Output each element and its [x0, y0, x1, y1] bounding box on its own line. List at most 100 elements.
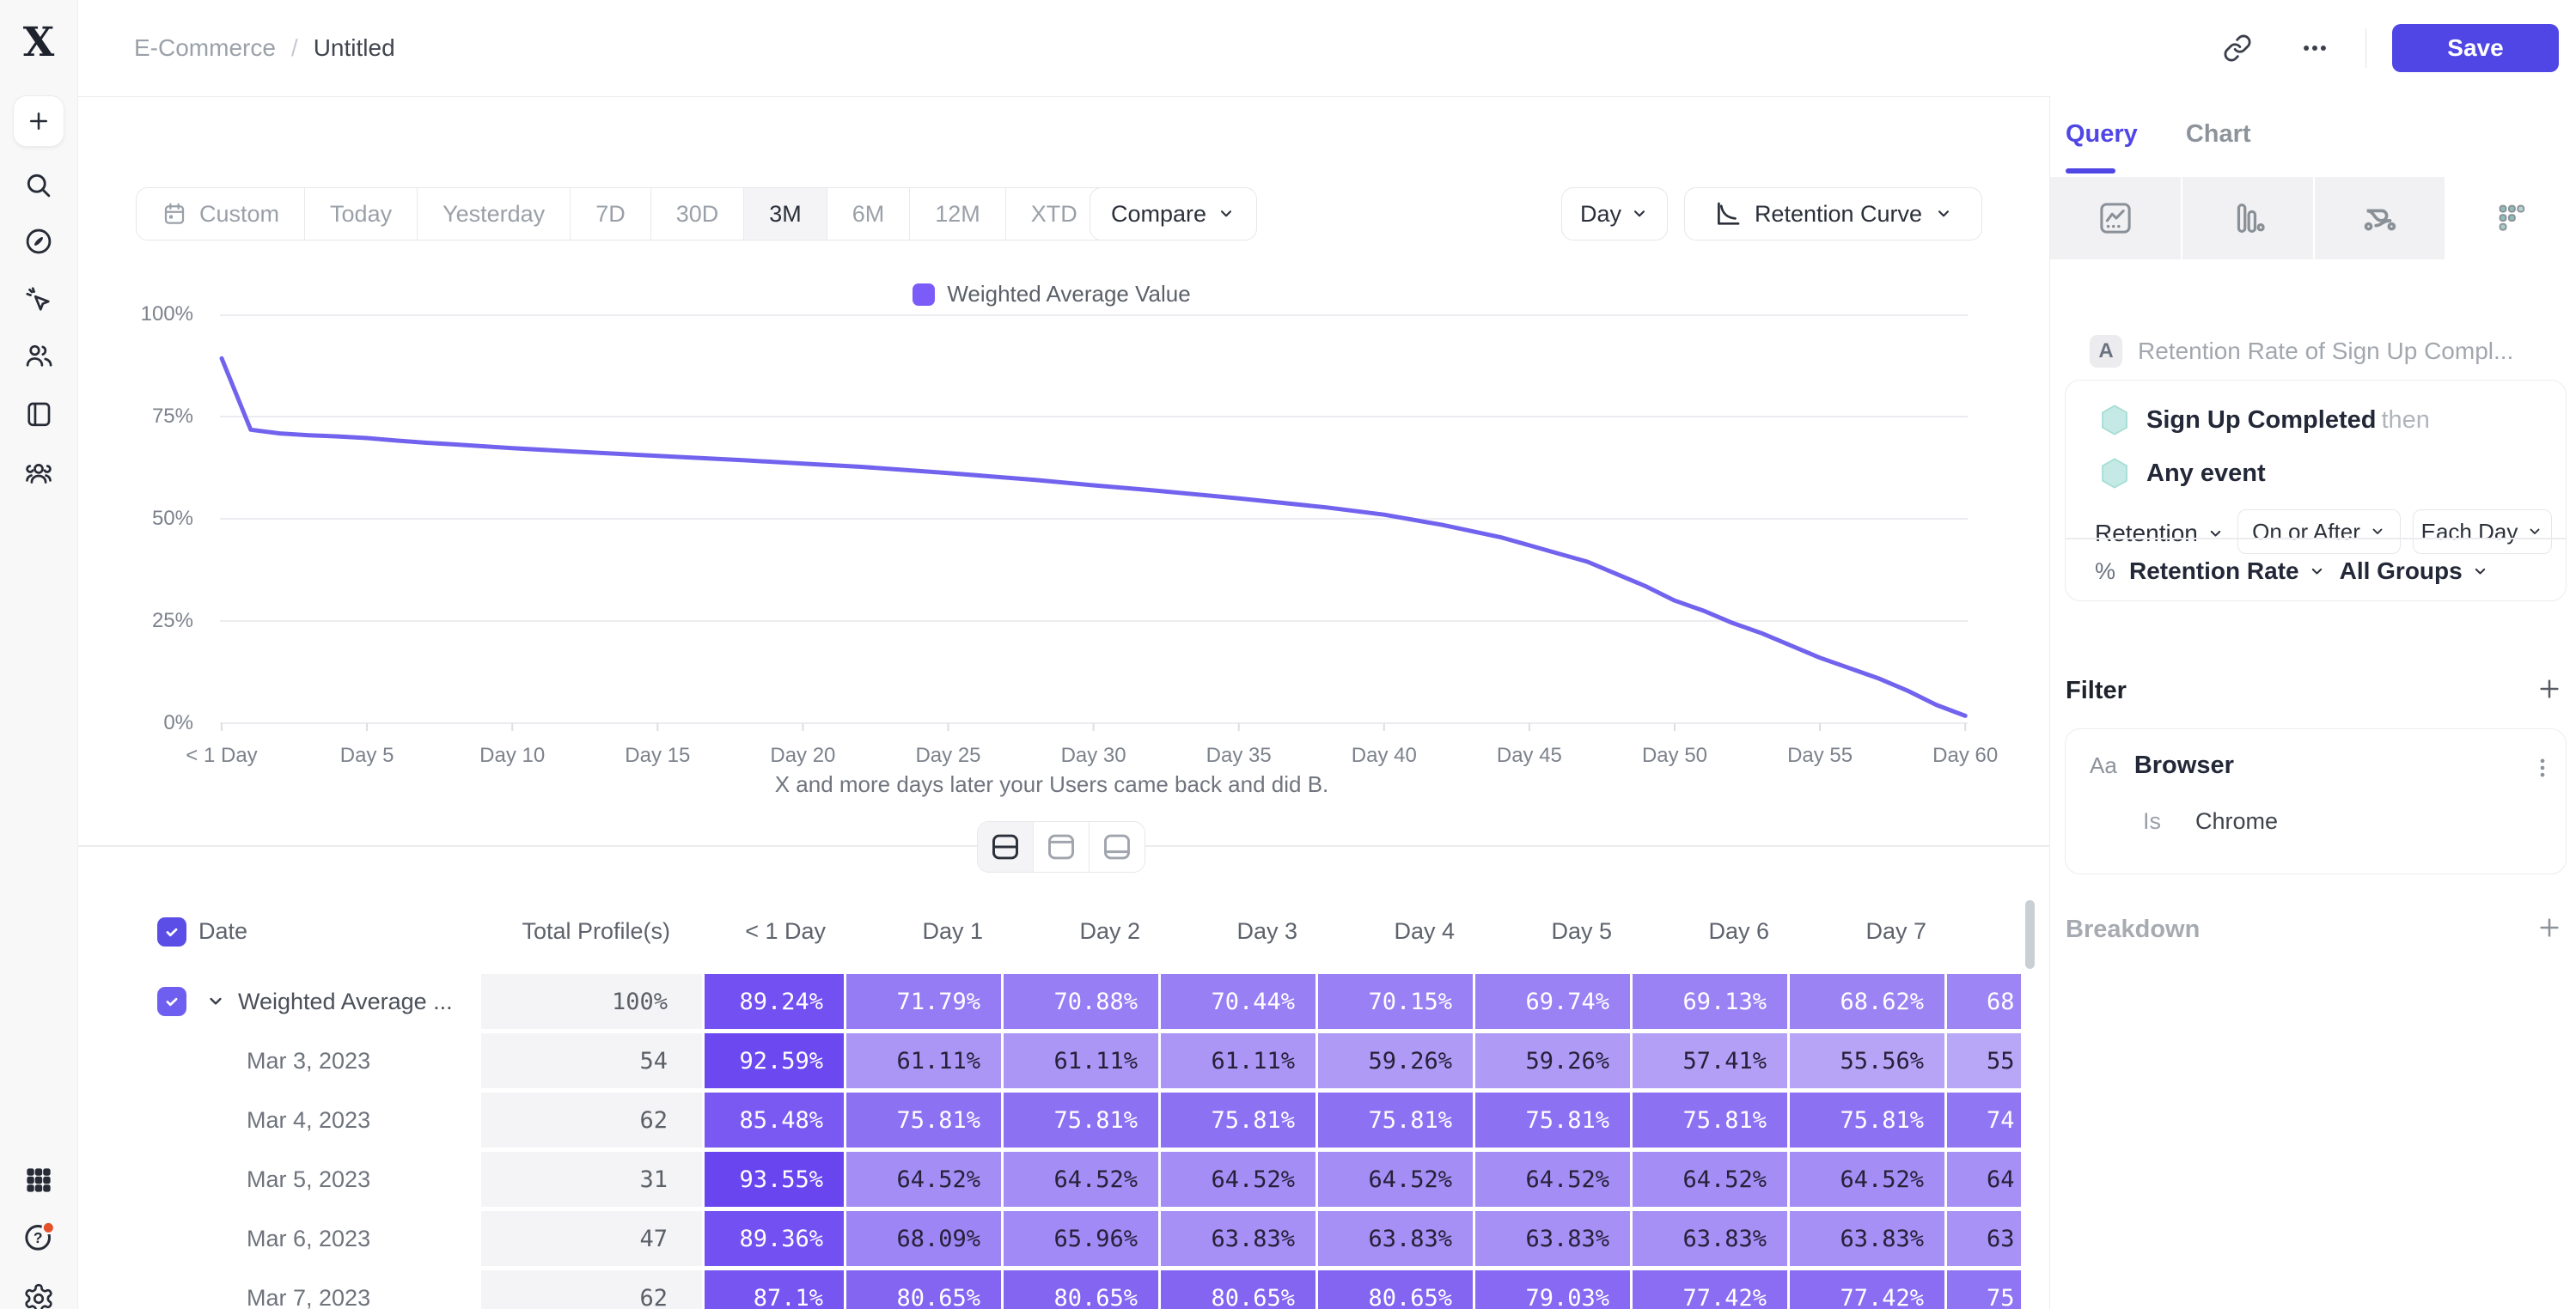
retention-cell[interactable]: 63.83%: [1790, 1211, 1947, 1266]
share-link-button[interactable]: [2199, 22, 2276, 74]
tab-query[interactable]: Query: [2066, 120, 2138, 148]
range-yesterday[interactable]: Yesterday: [418, 188, 571, 240]
retention-cell[interactable]: 69.74%: [1475, 974, 1633, 1029]
range-6m[interactable]: 6M: [827, 188, 911, 240]
table-only-view-button[interactable]: [1090, 822, 1145, 872]
retention-cell[interactable]: 57.41%: [1633, 1033, 1790, 1088]
retention-cell[interactable]: 64.52%: [1318, 1152, 1475, 1207]
retention-cell[interactable]: 63.83%: [1161, 1211, 1318, 1266]
new-report-button[interactable]: [13, 95, 64, 147]
retention-cell[interactable]: 70.88%: [1004, 974, 1161, 1029]
table-row[interactable]: Mar 5, 2023 31 93.55% 64.52% 64.52% 64.52% 64.…: [132, 1152, 2021, 1207]
filter-value[interactable]: Chrome: [2195, 808, 2279, 834]
search-icon[interactable]: [0, 170, 77, 201]
retention-cell[interactable]: 64.52%: [1633, 1152, 1790, 1207]
retention-cell-clipped[interactable]: 75: [1947, 1270, 2021, 1309]
column-header[interactable]: Day 7: [1865, 918, 1926, 944]
chart-only-view-button[interactable]: [1034, 822, 1090, 872]
save-button[interactable]: Save: [2392, 24, 2559, 72]
retention-cell[interactable]: 92.59%: [705, 1033, 846, 1088]
range-today[interactable]: Today: [305, 188, 418, 240]
retention-cell[interactable]: 68.62%: [1790, 974, 1947, 1029]
breadcrumb-report-title[interactable]: Untitled: [313, 34, 395, 61]
retention-window-dropdown[interactable]: On or After: [2237, 509, 2401, 554]
query-title[interactable]: Retention Rate of Sign Up Compl...: [2138, 338, 2514, 364]
filter-kebab-menu[interactable]: [2530, 753, 2555, 782]
tab-chart[interactable]: Chart: [2185, 120, 2251, 148]
retention-cell[interactable]: 75.81%: [1633, 1093, 1790, 1148]
retention-cell[interactable]: 63.83%: [1318, 1211, 1475, 1266]
retention-cell[interactable]: 79.03%: [1475, 1270, 1633, 1309]
range-3m[interactable]: 3M: [744, 188, 827, 240]
retention-cell[interactable]: 61.11%: [1004, 1033, 1161, 1088]
retention-cell[interactable]: 75.81%: [1790, 1093, 1947, 1148]
retention-cell[interactable]: 93.55%: [705, 1152, 846, 1207]
table-row[interactable]: Mar 4, 2023 62 85.48% 75.81% 75.81% 75.81% 75.…: [132, 1093, 2021, 1148]
retention-cell[interactable]: 65.96%: [1004, 1211, 1161, 1266]
retention-cell[interactable]: 68.09%: [846, 1211, 1004, 1266]
retention-cell[interactable]: 63.83%: [1475, 1211, 1633, 1266]
retention-cell[interactable]: 85.48%: [705, 1093, 846, 1148]
flow-chart-tab[interactable]: [2314, 177, 2447, 259]
range-7d[interactable]: 7D: [571, 188, 651, 240]
notebook-icon[interactable]: [0, 399, 77, 429]
retention-cell[interactable]: 61.11%: [1161, 1033, 1318, 1088]
column-header[interactable]: Day 4: [1394, 918, 1455, 944]
checkbox[interactable]: [157, 987, 186, 1016]
bar-chart-tab[interactable]: [2182, 177, 2315, 259]
more-options-button[interactable]: [2276, 22, 2353, 74]
retention-cell[interactable]: 75.81%: [1004, 1093, 1161, 1148]
add-breakdown-button[interactable]: [2536, 914, 2563, 941]
range-custom[interactable]: Custom: [137, 188, 306, 240]
retention-cell[interactable]: 70.15%: [1318, 974, 1475, 1029]
app-logo-icon[interactable]: X: [22, 19, 55, 66]
retention-cell[interactable]: 59.26%: [1475, 1033, 1633, 1088]
range-12m[interactable]: 12M: [910, 188, 1006, 240]
retention-cell[interactable]: 75.81%: [1475, 1093, 1633, 1148]
table-row[interactable]: Mar 3, 2023 54 92.59% 61.11% 61.11% 61.11% 59.…: [132, 1033, 2021, 1088]
range-30d[interactable]: 30D: [650, 188, 745, 240]
column-header[interactable]: Day 3: [1236, 918, 1297, 944]
user-group-icon[interactable]: [0, 458, 77, 489]
table-row[interactable]: Weighted Average ... 100% 89.24% 71.79% 70.8…: [132, 974, 2021, 1029]
chevron-down-icon[interactable]: [205, 991, 226, 1012]
chart-type-dropdown[interactable]: Retention Curve: [1684, 187, 1982, 240]
retention-cell[interactable]: 89.24%: [705, 974, 846, 1029]
checkbox[interactable]: [157, 916, 186, 947]
compass-icon[interactable]: [0, 226, 77, 257]
table-row[interactable]: Mar 6, 2023 47 89.36% 68.09% 65.96% 63.83% 63.…: [132, 1211, 2021, 1266]
add-filter-button[interactable]: [2536, 675, 2563, 703]
retention-mode-dropdown[interactable]: Retention: [2095, 509, 2225, 557]
compare-button[interactable]: Compare: [1090, 187, 1257, 240]
cursor-sparkle-icon[interactable]: [0, 284, 77, 315]
query-step-2[interactable]: Any event: [2097, 454, 2266, 492]
settings-gear-icon[interactable]: [0, 1282, 77, 1309]
retention-cell[interactable]: 59.26%: [1318, 1033, 1475, 1088]
retention-cell[interactable]: 64.52%: [1790, 1152, 1947, 1207]
retention-cell[interactable]: 75.81%: [1161, 1093, 1318, 1148]
column-header[interactable]: < 1 Day: [745, 918, 826, 944]
retention-cell[interactable]: 70.44%: [1161, 974, 1318, 1029]
retention-cell[interactable]: 55.56%: [1790, 1033, 1947, 1088]
retention-grid-tab[interactable]: [2446, 177, 2576, 259]
split-view-button[interactable]: [978, 822, 1034, 872]
line-chart-tab[interactable]: [2050, 177, 2182, 259]
retention-cell-clipped[interactable]: 55: [1947, 1033, 2021, 1088]
retention-cell[interactable]: 64.52%: [846, 1152, 1004, 1207]
retention-cell[interactable]: 64.52%: [1004, 1152, 1161, 1207]
column-header[interactable]: Day 2: [1079, 918, 1140, 944]
retention-cell-clipped[interactable]: 74: [1947, 1093, 2021, 1148]
measure-dropdown[interactable]: Retention Rate: [2129, 557, 2326, 585]
retention-cell[interactable]: 80.65%: [1161, 1270, 1318, 1309]
retention-cell[interactable]: 89.36%: [705, 1211, 846, 1266]
help-icon[interactable]: ?: [0, 1220, 77, 1254]
retention-cell[interactable]: 61.11%: [846, 1033, 1004, 1088]
column-header[interactable]: Day 6: [1708, 918, 1769, 944]
filter-card[interactable]: Aa Browser Is Chrome: [2065, 728, 2567, 874]
column-header[interactable]: Day 5: [1551, 918, 1612, 944]
retention-cell[interactable]: 80.65%: [1318, 1270, 1475, 1309]
retention-curve-chart[interactable]: [132, 314, 1972, 740]
retention-cell-clipped[interactable]: 68: [1947, 974, 2021, 1029]
retention-cell[interactable]: 63.83%: [1633, 1211, 1790, 1266]
granularity-dropdown[interactable]: Day: [1561, 187, 1668, 240]
